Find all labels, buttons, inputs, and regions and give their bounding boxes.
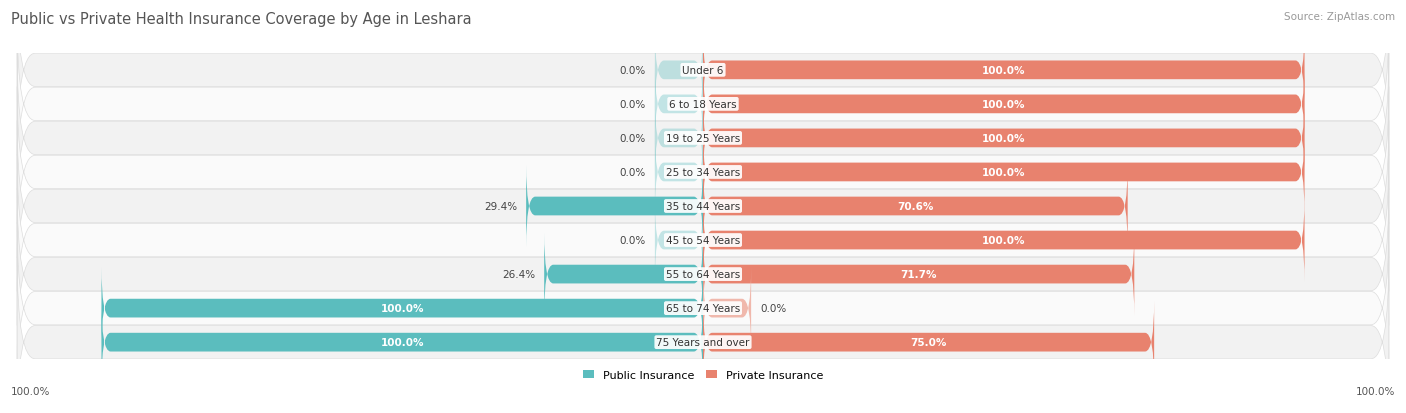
FancyBboxPatch shape [101,301,703,384]
Text: 100.0%: 100.0% [1355,387,1395,396]
FancyBboxPatch shape [703,97,1305,180]
Text: 100.0%: 100.0% [11,387,51,396]
FancyBboxPatch shape [703,301,1154,384]
Text: 26.4%: 26.4% [502,269,536,280]
Text: 100.0%: 100.0% [981,66,1025,76]
Text: 100.0%: 100.0% [381,337,425,347]
FancyBboxPatch shape [703,267,751,350]
FancyBboxPatch shape [17,189,1389,360]
FancyBboxPatch shape [17,0,1389,156]
Text: 0.0%: 0.0% [620,168,645,178]
FancyBboxPatch shape [703,165,1128,248]
Text: 100.0%: 100.0% [981,235,1025,245]
FancyBboxPatch shape [17,155,1389,326]
Text: 25 to 34 Years: 25 to 34 Years [666,168,740,178]
FancyBboxPatch shape [655,63,703,146]
FancyBboxPatch shape [655,131,703,214]
FancyBboxPatch shape [17,257,1389,413]
Text: 29.4%: 29.4% [484,202,517,211]
FancyBboxPatch shape [655,29,703,112]
Text: 75.0%: 75.0% [910,337,946,347]
Text: Public vs Private Health Insurance Coverage by Age in Leshara: Public vs Private Health Insurance Cover… [11,12,472,27]
Text: 0.0%: 0.0% [620,66,645,76]
Text: 35 to 44 Years: 35 to 44 Years [666,202,740,211]
FancyBboxPatch shape [17,53,1389,224]
FancyBboxPatch shape [655,199,703,282]
Text: 100.0%: 100.0% [381,304,425,313]
Text: 0.0%: 0.0% [620,133,645,144]
Text: 65 to 74 Years: 65 to 74 Years [666,304,740,313]
FancyBboxPatch shape [526,165,703,248]
Text: 45 to 54 Years: 45 to 54 Years [666,235,740,245]
Text: 100.0%: 100.0% [981,133,1025,144]
Text: 75 Years and over: 75 Years and over [657,337,749,347]
Text: 19 to 25 Years: 19 to 25 Years [666,133,740,144]
FancyBboxPatch shape [17,223,1389,394]
Text: 6 to 18 Years: 6 to 18 Years [669,100,737,109]
Text: 100.0%: 100.0% [981,100,1025,109]
Text: Source: ZipAtlas.com: Source: ZipAtlas.com [1284,12,1395,22]
Text: 55 to 64 Years: 55 to 64 Years [666,269,740,280]
FancyBboxPatch shape [703,233,1135,316]
Text: 0.0%: 0.0% [620,100,645,109]
Text: Under 6: Under 6 [682,66,724,76]
FancyBboxPatch shape [17,87,1389,258]
Legend: Public Insurance, Private Insurance: Public Insurance, Private Insurance [579,365,827,385]
Text: 70.6%: 70.6% [897,202,934,211]
FancyBboxPatch shape [703,199,1305,282]
FancyBboxPatch shape [703,29,1305,112]
FancyBboxPatch shape [17,121,1389,292]
Text: 100.0%: 100.0% [981,168,1025,178]
FancyBboxPatch shape [101,267,703,350]
FancyBboxPatch shape [703,131,1305,214]
Text: 0.0%: 0.0% [620,235,645,245]
FancyBboxPatch shape [655,97,703,180]
Text: 71.7%: 71.7% [900,269,936,280]
FancyBboxPatch shape [703,63,1305,146]
Text: 0.0%: 0.0% [761,304,786,313]
FancyBboxPatch shape [544,233,703,316]
FancyBboxPatch shape [17,19,1389,190]
